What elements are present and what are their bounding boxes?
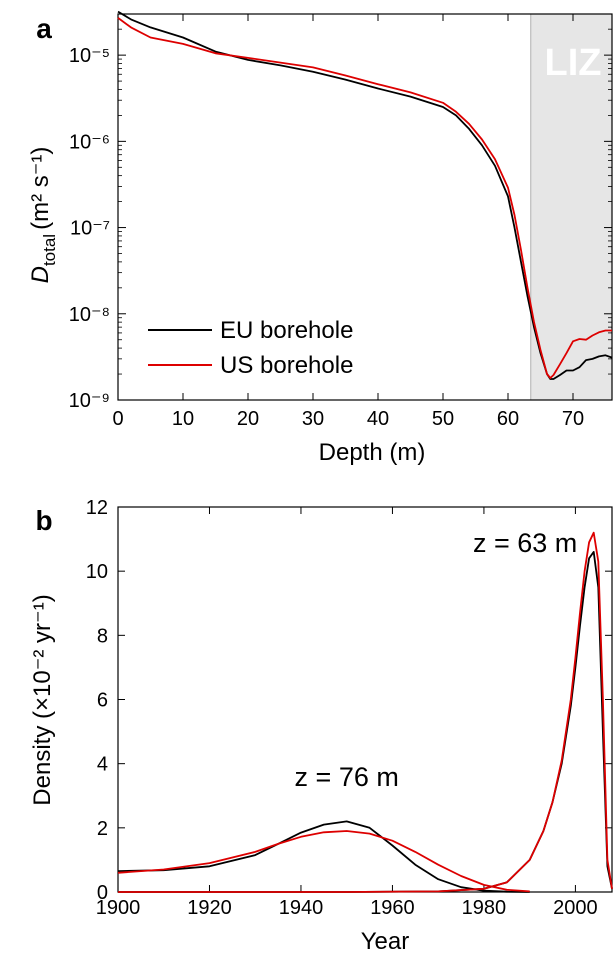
x-tick-label-b: 1980 bbox=[462, 897, 507, 919]
panel-b: 1900 1920 1940 1960 1980 2000 0 2 4 6 8 10 12 z = 76 … bbox=[29, 497, 613, 955]
y-axis-label-a: Dtotal (m² s⁻¹) bbox=[27, 147, 59, 284]
y-tick-label-b: 10 bbox=[86, 561, 108, 583]
y-tick-label-b: 6 bbox=[97, 690, 108, 712]
x-tick-label-a: 60 bbox=[497, 408, 519, 430]
y-tick-label-b: 8 bbox=[97, 625, 108, 647]
x-tick-label-a: 10 bbox=[172, 408, 194, 430]
x-tick-label-b: 2000 bbox=[553, 897, 598, 919]
plot-frame-a bbox=[117, 13, 613, 401]
annotation-b-1: z = 63 m bbox=[473, 528, 577, 558]
y-tick-label-b: 0 bbox=[97, 882, 108, 904]
x-tick-label-a: 70 bbox=[562, 408, 584, 430]
plot-frame-b bbox=[117, 506, 613, 893]
x-tick-label-a: 0 bbox=[112, 408, 123, 430]
x-tick-label-a: 30 bbox=[302, 408, 324, 430]
y-axis-label-b: Density (×10⁻² yr⁻¹) bbox=[29, 594, 56, 805]
y-tick-label-b: 2 bbox=[97, 818, 108, 840]
shaded-region bbox=[530, 14, 612, 400]
x-tick-label-b: 1940 bbox=[279, 897, 324, 919]
y-axis-label-unit: (m² s⁻¹) bbox=[27, 147, 54, 230]
annotation-b-0: z = 76 m bbox=[295, 762, 399, 792]
y-tick-label-a: 10⁻⁹ bbox=[69, 390, 110, 412]
y-tick-label-b: 4 bbox=[97, 754, 108, 776]
y-axis-label-base: D bbox=[27, 266, 54, 283]
x-tick-label-b: 1960 bbox=[370, 897, 415, 919]
x-axis-label-a: Depth (m) bbox=[319, 439, 426, 466]
legend-label-eu: EU borehole bbox=[220, 317, 353, 344]
x-tick-label-b: 1920 bbox=[187, 897, 232, 919]
panel-a: DZ LIZ 0 10 20 30 40 50 60 70 10⁻⁹ 10⁻⁸ 10⁻⁷ 10⁻⁶ 10⁻⁵… bbox=[27, 10, 613, 466]
y-tick-label-a: 10⁻⁷ bbox=[70, 218, 110, 240]
y-tick-label-a: 10⁻⁸ bbox=[69, 304, 110, 326]
x-tick-label-a: 50 bbox=[432, 408, 454, 430]
x-tick-label-a: 20 bbox=[237, 408, 259, 430]
series-line-eu-a bbox=[117, 10, 613, 380]
legend-label-us: US borehole bbox=[220, 352, 353, 379]
series-line-us-a bbox=[117, 17, 612, 379]
y-tick-label-a: 10⁻⁵ bbox=[69, 45, 110, 67]
x-axis-label-b: Year bbox=[361, 928, 410, 955]
y-axis-label-sub: total bbox=[40, 234, 59, 266]
y-tick-label-a: 10⁻⁶ bbox=[69, 131, 110, 153]
series-line-b-3 bbox=[118, 531, 613, 893]
panel-label-a: a bbox=[36, 13, 52, 44]
series-line-b-1 bbox=[117, 830, 530, 893]
y-tick-label-b: 12 bbox=[86, 497, 108, 519]
panel-label-b: b bbox=[35, 505, 52, 536]
x-tick-label-a: 40 bbox=[367, 408, 389, 430]
x-tick-label-b: 1900 bbox=[96, 897, 141, 919]
zone-label-liz: LIZ bbox=[545, 42, 602, 84]
zone-label-dz: DZ bbox=[472, 42, 523, 84]
